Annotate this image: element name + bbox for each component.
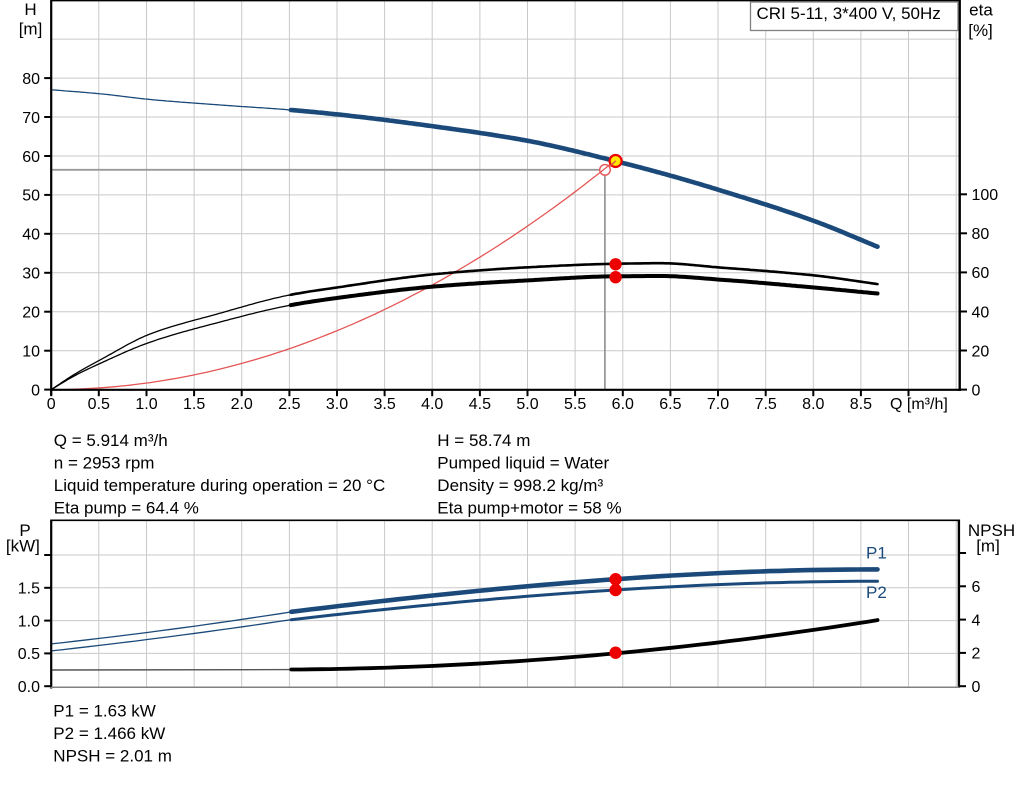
svg-text:100: 100 — [972, 187, 999, 204]
svg-text:H: H — [24, 0, 36, 19]
svg-text:n = 2953 rpm: n = 2953 rpm — [54, 453, 155, 472]
svg-text:3.0: 3.0 — [326, 396, 348, 413]
svg-text:[m]: [m] — [976, 537, 1000, 556]
svg-text:20: 20 — [22, 305, 40, 322]
svg-text:Density = 998.2 kg/m³: Density = 998.2 kg/m³ — [437, 476, 603, 495]
svg-text:P1: P1 — [866, 544, 887, 563]
svg-text:5.5: 5.5 — [564, 396, 586, 413]
svg-text:Q = 5.914 m³/h: Q = 5.914 m³/h — [54, 431, 168, 450]
svg-text:60: 60 — [22, 149, 40, 166]
svg-text:20: 20 — [972, 343, 990, 360]
svg-text:0.5: 0.5 — [18, 646, 40, 663]
svg-text:3.5: 3.5 — [373, 396, 395, 413]
svg-text:8.0: 8.0 — [802, 396, 824, 413]
svg-text:1.0: 1.0 — [135, 396, 157, 413]
svg-text:6: 6 — [972, 579, 981, 596]
svg-text:40: 40 — [22, 227, 40, 244]
svg-text:40: 40 — [972, 304, 990, 321]
svg-text:NPSH = 2.01 m: NPSH = 2.01 m — [53, 746, 172, 765]
svg-text:0: 0 — [47, 396, 56, 413]
svg-text:60: 60 — [972, 265, 990, 282]
svg-text:[%]: [%] — [968, 21, 993, 40]
svg-text:Liquid temperature during oper: Liquid temperature during operation = 20… — [54, 476, 385, 495]
svg-text:P2: P2 — [866, 583, 887, 602]
svg-text:P2 = 1.466 kW: P2 = 1.466 kW — [53, 724, 165, 743]
svg-text:Eta pump+motor = 58 %: Eta pump+motor = 58 % — [437, 498, 621, 517]
svg-text:2: 2 — [972, 646, 981, 663]
svg-text:0.5: 0.5 — [88, 396, 110, 413]
svg-text:0: 0 — [972, 382, 981, 399]
svg-text:70: 70 — [22, 110, 40, 127]
svg-text:Pumped liquid = Water: Pumped liquid = Water — [437, 453, 609, 472]
svg-text:Q [m³/h]: Q [m³/h] — [890, 396, 948, 413]
svg-text:0.0: 0.0 — [18, 679, 40, 696]
svg-text:7.0: 7.0 — [707, 396, 729, 413]
svg-text:Eta pump = 64.4 %: Eta pump = 64.4 % — [54, 498, 199, 517]
svg-text:80: 80 — [22, 71, 40, 88]
svg-text:2.0: 2.0 — [231, 396, 253, 413]
svg-text:2.5: 2.5 — [278, 396, 300, 413]
svg-text:80: 80 — [972, 226, 990, 243]
svg-text:6.5: 6.5 — [659, 396, 681, 413]
svg-text:CRI 5-11, 3*400 V, 50Hz: CRI 5-11, 3*400 V, 50Hz — [757, 4, 941, 23]
svg-text:10: 10 — [22, 344, 40, 361]
svg-text:[m]: [m] — [19, 19, 43, 38]
svg-text:8.5: 8.5 — [850, 396, 872, 413]
svg-text:1.0: 1.0 — [18, 613, 40, 630]
svg-text:7.5: 7.5 — [755, 396, 777, 413]
svg-text:1.5: 1.5 — [183, 396, 205, 413]
svg-text:4.5: 4.5 — [469, 396, 491, 413]
svg-text:H = 58.74 m: H = 58.74 m — [437, 431, 530, 450]
svg-text:P1 = 1.63 kW: P1 = 1.63 kW — [53, 701, 156, 720]
svg-text:5.0: 5.0 — [516, 396, 538, 413]
svg-text:6.0: 6.0 — [612, 396, 634, 413]
svg-text:1.5: 1.5 — [18, 581, 40, 598]
svg-text:30: 30 — [22, 266, 40, 283]
svg-text:0: 0 — [31, 382, 40, 399]
svg-text:4.0: 4.0 — [421, 396, 443, 413]
svg-text:4: 4 — [972, 612, 981, 629]
svg-text:50: 50 — [22, 188, 40, 205]
svg-text:[kW]: [kW] — [6, 537, 40, 556]
svg-text:0: 0 — [972, 679, 981, 696]
svg-text:eta: eta — [969, 0, 993, 19]
